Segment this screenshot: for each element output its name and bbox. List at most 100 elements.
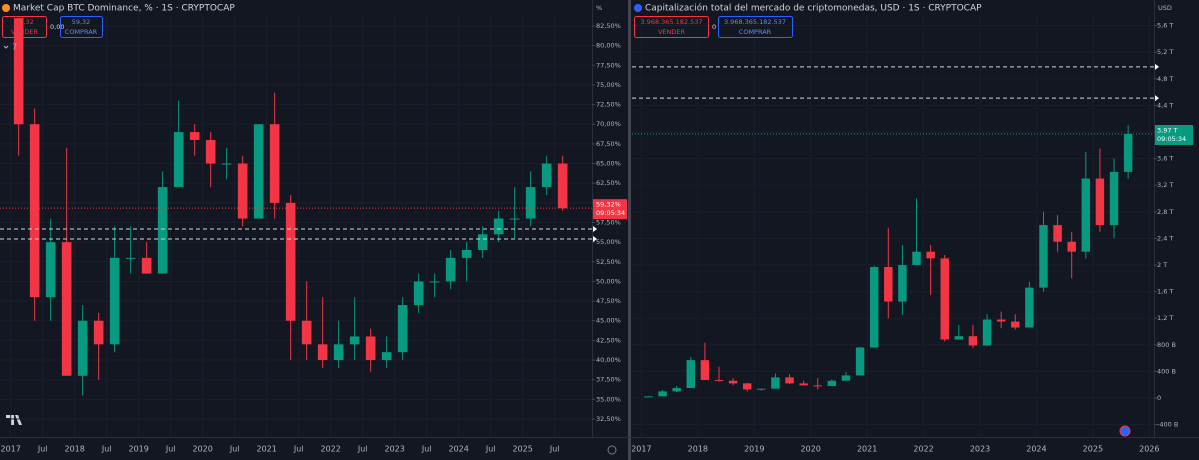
candle-body <box>1095 178 1105 226</box>
x-tick-label: Jul <box>293 445 304 454</box>
candle-body <box>968 336 978 346</box>
y-tick-label: 47,50% <box>596 297 621 305</box>
candle-body <box>728 380 738 384</box>
candle-body <box>827 380 837 387</box>
candle-body <box>173 132 184 188</box>
candle-body <box>445 257 456 282</box>
candle-body <box>189 132 200 140</box>
y-tick-label: 2,8 T <box>1157 208 1173 216</box>
candle-body <box>45 242 56 298</box>
x-tick-label: Jul <box>421 445 432 454</box>
candle-body <box>799 383 808 386</box>
candle-body <box>221 163 232 165</box>
candle-body <box>61 242 72 376</box>
x-tick-label: 2018 <box>64 445 84 454</box>
candle-body <box>700 360 710 381</box>
y-tick-label: 4,8 T <box>1157 75 1173 83</box>
candle-body <box>461 250 472 258</box>
y-tick-label: 67,50% <box>596 140 621 148</box>
x-tick-label: Jul <box>357 445 368 454</box>
x-tick-label: 2021 <box>857 445 877 454</box>
x-tick-label: 2018 <box>688 445 708 454</box>
settings-icon[interactable] <box>607 445 617 455</box>
x-tick-label: Jul <box>101 445 112 454</box>
x-tick-label: 2017 <box>0 445 20 454</box>
y-tick-label: 70,00% <box>596 120 621 128</box>
x-tick-label: Jul <box>165 445 176 454</box>
candle-body <box>658 391 667 397</box>
line-handle[interactable] <box>1155 63 1159 70</box>
candle-body <box>29 124 40 298</box>
y-tick-label: 5,2 T <box>1157 48 1173 56</box>
candle-body <box>525 187 536 219</box>
price-label: 3,97 T <box>1157 126 1178 134</box>
bid: 3.968.365.182.537 <box>640 18 702 26</box>
line-handle[interactable] <box>593 226 597 233</box>
y-tick-label: 42,50% <box>596 336 621 344</box>
candle-body <box>912 251 921 266</box>
candle-body <box>771 377 780 389</box>
candle-body <box>1039 225 1048 288</box>
x-tick-label: 2020 <box>192 445 212 454</box>
buy-button[interactable] <box>718 16 793 38</box>
sell-button[interactable] <box>2 16 47 38</box>
x-tick-label: 2021 <box>256 445 276 454</box>
candle-body <box>285 202 296 321</box>
y-tick-label: 32,50% <box>596 415 621 423</box>
candle-body <box>757 388 766 390</box>
candle-body <box>898 265 907 302</box>
event-icon[interactable] <box>1119 425 1131 437</box>
candle-body <box>926 251 935 259</box>
y-tick-label: 40,00% <box>596 356 621 364</box>
candle-body <box>77 320 88 376</box>
y-tick-label: 3,2 T <box>1157 181 1173 189</box>
candle-body <box>413 281 424 306</box>
candle-body <box>1109 171 1119 226</box>
price-label: 59,32% <box>596 201 621 209</box>
x-tick-label: 2019 <box>744 445 764 454</box>
y-tick-label: 45,00% <box>596 317 621 325</box>
price-label-box <box>1155 124 1193 145</box>
candle-body <box>317 344 328 361</box>
buy-button[interactable] <box>60 16 103 38</box>
y-tick-label: 2 T <box>1157 261 1167 269</box>
sell-button[interactable] <box>634 16 709 38</box>
candle-body <box>940 258 949 340</box>
y-tick-label: 62,50% <box>596 179 621 187</box>
ask-label: COMPRAR <box>739 28 772 36</box>
price-label-box <box>593 199 627 220</box>
bid: 59,32 <box>15 18 34 26</box>
y-tick-label: 3,6 T <box>1157 155 1173 163</box>
y-tick-label: 1,6 T <box>1157 288 1173 296</box>
y-tick-label: 72,50% <box>596 101 621 109</box>
x-tick-label: 2023 <box>970 445 990 454</box>
x-tick-label: 2022 <box>913 445 933 454</box>
symbol-icon <box>2 4 10 12</box>
ask-label: COMPRAR <box>65 28 98 36</box>
candle-body <box>742 383 752 390</box>
candle-body <box>477 234 488 251</box>
candle-body <box>1053 225 1062 242</box>
line-handle[interactable] <box>593 235 597 242</box>
symbol-icon <box>634 4 642 12</box>
ask: 3.968.365.182.537 <box>724 18 786 26</box>
indicators-toggle[interactable] <box>3 45 9 49</box>
tv-logo <box>6 415 22 425</box>
x-tick-label: 2020 <box>801 445 821 454</box>
x-tick-label: 2024 <box>448 445 468 454</box>
x-tick-label: 2019 <box>128 445 148 454</box>
candle-body <box>157 187 168 274</box>
candle-body <box>269 124 280 203</box>
x-tick-label: 2017 <box>631 445 651 454</box>
ask: 59,32 <box>72 18 91 26</box>
candle-body <box>884 267 893 302</box>
x-tick-label: 2023 <box>384 445 404 454</box>
candle-body <box>672 388 681 392</box>
candle-body <box>855 347 865 376</box>
candle-body <box>349 336 360 345</box>
x-tick-label: 2025 <box>512 445 532 454</box>
candle-body <box>954 336 964 340</box>
line-handle[interactable] <box>1155 95 1159 102</box>
